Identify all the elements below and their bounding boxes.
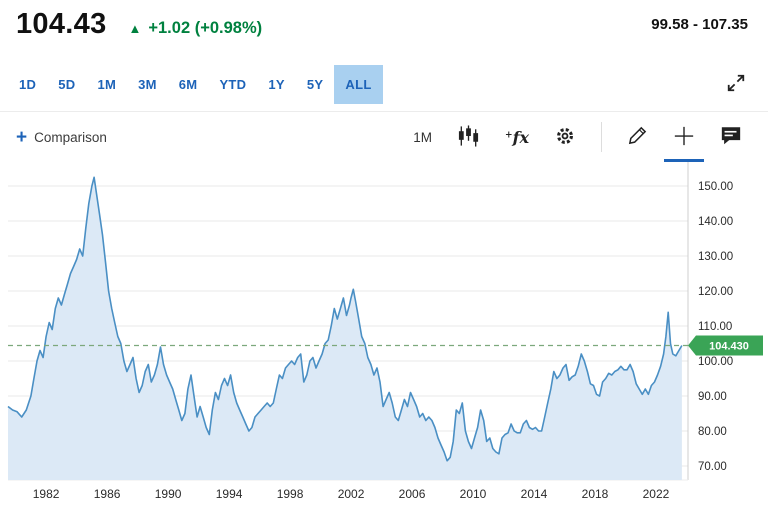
range-tab-1y[interactable]: 1Y — [257, 65, 296, 104]
x-axis-label: 1990 — [155, 487, 182, 501]
annotate-button[interactable] — [720, 112, 742, 162]
crosshair-icon — [673, 125, 695, 150]
range-tab-6m[interactable]: 6M — [168, 65, 209, 104]
x-axis-label: 2006 — [399, 487, 426, 501]
draw-pencil-icon — [627, 125, 648, 149]
x-axis-label: 1998 — [277, 487, 304, 501]
toolbar-tools: 1M +fx — [413, 112, 742, 162]
x-axis-label: 1982 — [33, 487, 60, 501]
y-axis-label: 110.00 — [698, 321, 732, 333]
price-line — [7, 176, 683, 462]
range-tab-all[interactable]: ALL — [334, 65, 383, 104]
interval-label: 1M — [413, 129, 433, 145]
price-change: +1.02 (+0.98%) — [148, 19, 263, 37]
interval-selector[interactable]: 1M — [413, 112, 432, 162]
x-axis-label: 1994 — [216, 487, 243, 501]
candlestick-chart-icon — [457, 124, 480, 150]
y-axis-label: 130.00 — [698, 251, 733, 263]
y-axis-label: 140.00 — [698, 216, 733, 228]
x-axis-label: 2002 — [338, 487, 365, 501]
last-price: 104.43 — [16, 8, 107, 40]
up-triangle-icon: ▲ — [128, 21, 142, 36]
toolbar-divider — [601, 122, 602, 152]
x-axis-label: 2010 — [460, 487, 487, 501]
y-axis-label: 100.00 — [698, 356, 733, 368]
x-axis-label: 2014 — [521, 487, 548, 501]
comparison-label: Comparison — [34, 129, 107, 145]
indicators-button[interactable]: +fx — [505, 112, 529, 162]
function-icon: +fx — [505, 127, 529, 147]
current-price-tag: 104.430 — [688, 335, 763, 356]
annotation-icon — [720, 125, 742, 149]
range-tab-3m[interactable]: 3M — [127, 65, 168, 104]
chart-toolbar: + Comparison 1M — [0, 112, 768, 162]
range-tab-5d[interactable]: 5D — [47, 65, 86, 104]
settings-button[interactable] — [554, 112, 576, 162]
range-tab-ytd[interactable]: YTD — [208, 65, 257, 104]
range-tabs: 1D 5D 1M 3M 6M YTD 1Y 5Y ALL — [8, 65, 383, 104]
add-comparison-button[interactable]: + Comparison — [16, 112, 107, 162]
x-axis-label: 2018 — [582, 487, 609, 501]
crosshair-button[interactable] — [664, 112, 704, 162]
y-axis-label: 70.00 — [698, 461, 727, 473]
y-axis-label: 90.00 — [698, 391, 727, 403]
quote-header: 104.43 ▲ +1.02 (+0.98%) 99.58 - 107.35 — [0, 0, 768, 58]
chart-style-button[interactable] — [457, 112, 480, 162]
x-axis-label: 1986 — [94, 487, 121, 501]
area-fill — [8, 177, 682, 481]
expand-icon — [726, 74, 746, 96]
y-axis-label: 150.00 — [698, 181, 733, 193]
range-tabs-row: 1D 5D 1M 3M 6M YTD 1Y 5Y ALL — [0, 58, 768, 112]
x-axis-label: 2022 — [643, 487, 670, 501]
y-axis-label: 80.00 — [698, 426, 727, 438]
price-chart-svg: 150.00 140.00 130.00 120.00 110.00 100.00 90.0… — [7, 162, 763, 501]
svg-text:104.430: 104.430 — [709, 340, 749, 352]
expand-button[interactable] — [722, 69, 750, 100]
draw-button[interactable] — [627, 112, 648, 162]
range-tab-1d[interactable]: 1D — [8, 65, 47, 104]
y-axis-label: 120.00 — [698, 286, 733, 298]
price-chart[interactable]: 150.00 140.00 130.00 120.00 110.00 100.00 90.0… — [0, 162, 768, 517]
day-range: 99.58 - 107.35 — [651, 16, 748, 33]
plus-icon: + — [16, 126, 28, 148]
gear-icon — [554, 125, 576, 150]
range-tab-5y[interactable]: 5Y — [296, 65, 335, 104]
price-group: 104.43 ▲ +1.02 (+0.98%) — [16, 8, 262, 41]
range-tab-1m[interactable]: 1M — [86, 65, 127, 104]
